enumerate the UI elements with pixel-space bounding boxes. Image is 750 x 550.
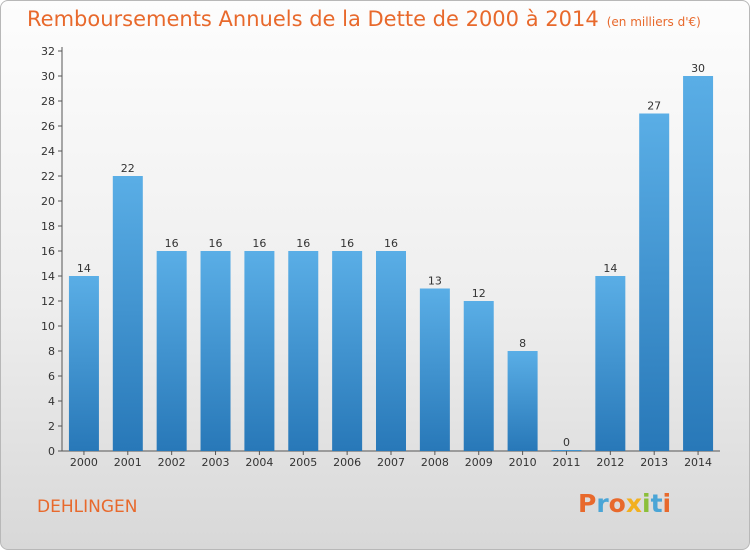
- value-label-2005: 16: [296, 237, 310, 250]
- logo-letter: x: [625, 489, 642, 518]
- chart-title: Remboursements Annuels de la Dette de 20…: [27, 7, 701, 31]
- y-tick-label: 32: [41, 45, 55, 58]
- bar-2004[interactable]: [244, 251, 275, 451]
- proxiti-logo[interactable]: Proxiti: [578, 489, 671, 518]
- y-tick-label: 4: [48, 395, 55, 408]
- y-tick-label: 24: [41, 145, 55, 158]
- x-tick-label: 2002: [158, 456, 186, 469]
- y-tick-label: 30: [41, 70, 55, 83]
- bar-2010[interactable]: [507, 351, 538, 451]
- y-tick-label: 28: [41, 95, 55, 108]
- value-label-2012: 14: [603, 262, 617, 275]
- bar-2008[interactable]: [419, 288, 450, 452]
- x-tick-label: 2005: [289, 456, 317, 469]
- x-tick-label: 2004: [245, 456, 273, 469]
- logo-letter: r: [596, 489, 609, 518]
- x-tick-label: 2001: [114, 456, 142, 469]
- x-tick-label: 2003: [202, 456, 230, 469]
- y-tick-label: 10: [41, 320, 55, 333]
- logo-letter: i: [642, 489, 651, 518]
- value-label-2013: 27: [647, 100, 661, 113]
- chart-title-text: Remboursements Annuels de la Dette de 20…: [27, 7, 599, 31]
- y-tick-label: 8: [48, 345, 55, 358]
- x-tick-label: 2013: [640, 456, 668, 469]
- y-tick-label: 2: [48, 420, 55, 433]
- bar-2013[interactable]: [639, 113, 670, 452]
- value-label-2001: 22: [121, 162, 135, 175]
- value-label-2002: 16: [165, 237, 179, 250]
- logo-letter: P: [578, 489, 597, 518]
- value-label-2011: 0: [563, 436, 570, 449]
- logo-letter: t: [650, 489, 663, 518]
- value-label-2014: 30: [691, 62, 705, 75]
- x-tick-label: 2007: [377, 456, 405, 469]
- bar-2003[interactable]: [200, 251, 231, 451]
- x-tick-label: 2008: [421, 456, 449, 469]
- y-tick-label: 26: [41, 120, 55, 133]
- value-label-2007: 16: [384, 237, 398, 250]
- value-label-2003: 16: [209, 237, 223, 250]
- bar-2014[interactable]: [683, 76, 714, 451]
- bar-2011[interactable]: [551, 450, 582, 451]
- value-label-2000: 14: [77, 262, 91, 275]
- bar-2002[interactable]: [156, 251, 187, 451]
- x-tick-label: 2009: [465, 456, 493, 469]
- commune-name: DEHLINGEN: [37, 497, 138, 517]
- bar-2006[interactable]: [332, 251, 363, 451]
- logo-letter: o: [608, 489, 626, 518]
- chart-subtitle: (en milliers d'€): [606, 15, 701, 29]
- x-tick-label: 2010: [509, 456, 537, 469]
- y-tick-label: 16: [41, 245, 55, 258]
- chart-bars: [68, 76, 714, 452]
- x-tick-label: 2006: [333, 456, 361, 469]
- bar-2000[interactable]: [68, 276, 99, 451]
- x-tick-label: 2000: [70, 456, 98, 469]
- y-tick-label: 6: [48, 370, 55, 383]
- y-tick-label: 22: [41, 170, 55, 183]
- chart-labels: 2000 14 2001 22 2002 16 2003 16 2004 16 2005 16 2006…: [70, 62, 712, 469]
- y-tick-label: 18: [41, 220, 55, 233]
- x-tick-label: 2011: [552, 456, 580, 469]
- y-tick-label: 20: [41, 195, 55, 208]
- value-label-2010: 8: [519, 337, 526, 350]
- bar-2001[interactable]: [112, 176, 143, 451]
- y-tick-label: 0: [48, 445, 55, 458]
- logo-letter: i: [662, 489, 672, 518]
- y-tick-label: 14: [41, 270, 55, 283]
- bar-2007[interactable]: [376, 251, 406, 451]
- bar-2005[interactable]: [288, 251, 319, 451]
- value-label-2009: 12: [472, 287, 486, 300]
- bar-2009[interactable]: [463, 301, 494, 451]
- bar-2012[interactable]: [595, 276, 626, 451]
- value-label-2004: 16: [252, 237, 266, 250]
- value-label-2006: 16: [340, 237, 354, 250]
- y-tick-label: 12: [41, 295, 55, 308]
- x-tick-label: 2012: [596, 456, 624, 469]
- value-label-2008: 13: [428, 275, 442, 288]
- x-tick-label: 2014: [684, 456, 712, 469]
